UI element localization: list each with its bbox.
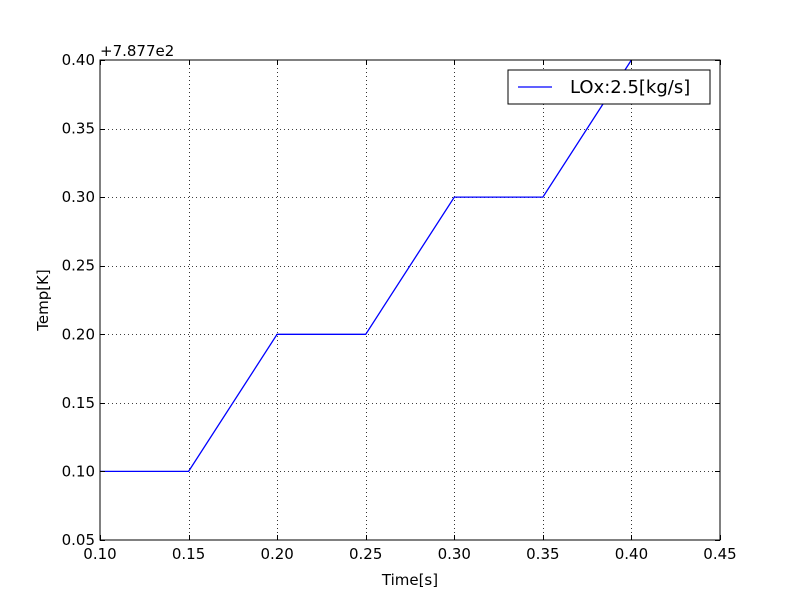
legend-label: LOx:2.5[kg/s] (570, 77, 690, 98)
x-tick-label: 0.45 (703, 545, 736, 563)
y-tick-label: 0.40 (62, 51, 95, 69)
y-axis-label: Temp[K] (34, 269, 52, 332)
y-tick-label: 0.05 (62, 531, 95, 549)
x-tick-label: 0.10 (83, 545, 116, 563)
x-tick-label: 0.30 (438, 545, 471, 563)
x-tick-label: 0.35 (526, 545, 559, 563)
x-tick-label: 0.40 (615, 545, 648, 563)
x-tick-label: 0.25 (349, 545, 382, 563)
y-tick-label: 0.10 (62, 462, 95, 480)
x-tick-label: 0.15 (172, 545, 205, 563)
plot-frame (99, 59, 721, 541)
grid (100, 60, 720, 540)
y-offset-label: +7.877e2 (100, 42, 174, 60)
x-axis-label: Time[s] (381, 571, 438, 589)
y-tick-label: 0.25 (62, 257, 95, 275)
y-tick-label: 0.35 (62, 120, 95, 138)
ticks: 0.10 0.15 0.20 0.25 0.30 0.35 0.40 0.450.050.10… (62, 51, 737, 563)
series-line (100, 59, 632, 473)
series-layer (100, 59, 632, 473)
y-tick-label: 0.15 (62, 394, 95, 412)
plot-background (100, 60, 720, 540)
y-tick-label: 0.30 (62, 188, 95, 206)
y-tick-label: 0.20 (62, 325, 95, 343)
legend: LOx:2.5[kg/s] (507, 69, 711, 105)
x-tick-label: 0.20 (260, 545, 293, 563)
